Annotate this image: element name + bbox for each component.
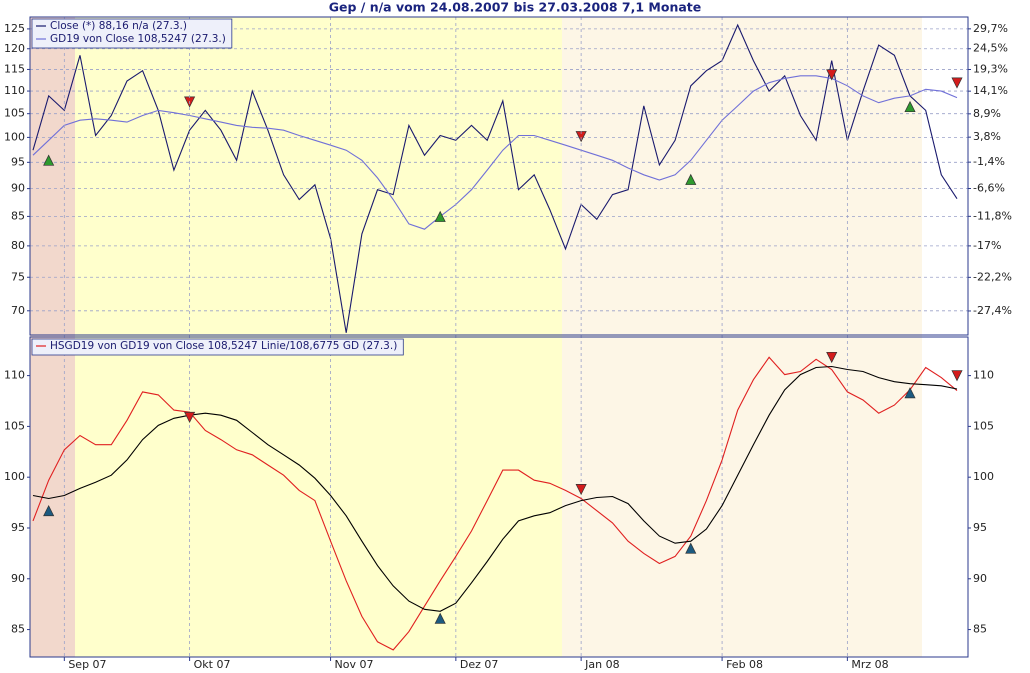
x-tick-label: Feb 08 bbox=[726, 658, 763, 671]
y-tick-label: 90 bbox=[11, 182, 25, 195]
y2-tick-label: -1,4% bbox=[973, 155, 1005, 168]
y2-tick-label: -22,2% bbox=[973, 270, 1012, 283]
signal-marker bbox=[43, 504, 55, 517]
series-line bbox=[32, 23, 958, 333]
signal-marker bbox=[826, 351, 838, 364]
y-tick-label-right: 85 bbox=[973, 623, 987, 636]
y-tick-label: 105 bbox=[4, 419, 25, 432]
y-tick-label: 85 bbox=[11, 623, 25, 636]
x-tick-label: Mrz 08 bbox=[851, 658, 888, 671]
signal-marker bbox=[434, 612, 446, 624]
y-tick-label-right: 95 bbox=[973, 521, 987, 534]
signal-marker bbox=[685, 173, 697, 185]
y2-tick-label: -11,8% bbox=[973, 209, 1012, 222]
y-tick-label: 125 bbox=[4, 22, 25, 35]
y2-tick-label: -6,6% bbox=[973, 181, 1005, 194]
y-tick-label-right: 100 bbox=[973, 470, 994, 483]
y2-tick-label: -27,4% bbox=[973, 304, 1012, 317]
x-tick-label: Nov 07 bbox=[335, 658, 374, 671]
signal-marker bbox=[951, 77, 963, 89]
y-tick-label-right: 90 bbox=[973, 572, 987, 585]
x-tick-label: Jan 08 bbox=[584, 658, 619, 671]
panel-frame bbox=[29, 336, 969, 658]
legend-label: Close (*) 88,16 n/a (27.3.) bbox=[50, 20, 187, 32]
legend-box bbox=[31, 18, 233, 49]
y-tick-label: 105 bbox=[4, 107, 25, 120]
y2-tick-label: 29,7% bbox=[973, 22, 1008, 35]
y-tick-label: 75 bbox=[11, 270, 25, 283]
y-tick-label: 110 bbox=[4, 369, 25, 382]
y2-tick-label: 14,1% bbox=[973, 84, 1008, 97]
y-tick-label: 120 bbox=[4, 42, 25, 55]
signal-marker bbox=[43, 154, 55, 166]
y2-tick-label: 8,9% bbox=[973, 107, 1001, 120]
y-tick-label: 90 bbox=[11, 572, 25, 585]
y-tick-label: 85 bbox=[11, 209, 25, 222]
x-tick-label: Dez 07 bbox=[460, 658, 499, 671]
chart-title: Gep / n/a vom 24.08.2007 bis 27.03.2008 … bbox=[329, 0, 702, 15]
frames: Close (*) 88,16 n/a (27.3.)GD19 von Clos… bbox=[29, 16, 969, 658]
y-tick-label: 115 bbox=[4, 62, 25, 75]
y-tick-label: 95 bbox=[11, 155, 25, 168]
signal-marker bbox=[826, 69, 838, 81]
signal-marker bbox=[904, 100, 916, 113]
panel-frame bbox=[29, 16, 969, 336]
signal-marker bbox=[951, 370, 963, 382]
y-tick-label: 80 bbox=[11, 239, 25, 252]
y-tick-label-right: 105 bbox=[973, 419, 994, 432]
x-tick-label: Okt 07 bbox=[194, 658, 231, 671]
y-tick-label: 100 bbox=[4, 130, 25, 143]
series-line bbox=[32, 356, 958, 651]
legend-box bbox=[31, 338, 404, 356]
y-tick-label: 70 bbox=[11, 304, 25, 317]
series-line bbox=[32, 75, 958, 230]
y-tick-label: 110 bbox=[4, 84, 25, 97]
y2-tick-label: 24,5% bbox=[973, 42, 1008, 55]
signal-marker bbox=[184, 411, 196, 424]
signal-marker bbox=[904, 387, 916, 399]
legend-label: GD19 von Close 108,5247 (27.3.) bbox=[50, 33, 226, 45]
y2-tick-label: -17% bbox=[973, 239, 1001, 252]
signal-marker bbox=[575, 484, 587, 496]
legend: HSGD19 von GD19 von Close 108,5247 Linie… bbox=[31, 338, 404, 356]
signal-marker bbox=[434, 210, 446, 222]
legend-label: HSGD19 von GD19 von Close 108,5247 Linie… bbox=[50, 340, 397, 352]
x-tick-label: Sep 07 bbox=[68, 658, 106, 671]
y-tick-label-right: 110 bbox=[973, 369, 994, 382]
y-tick-label: 95 bbox=[11, 521, 25, 534]
y-tick-label: 100 bbox=[4, 470, 25, 483]
signal-marker bbox=[685, 542, 697, 554]
y2-tick-label: 19,3% bbox=[973, 62, 1008, 75]
legend: Close (*) 88,16 n/a (27.3.)GD19 von Clos… bbox=[31, 18, 233, 49]
y2-tick-label: 3,8% bbox=[973, 130, 1001, 143]
